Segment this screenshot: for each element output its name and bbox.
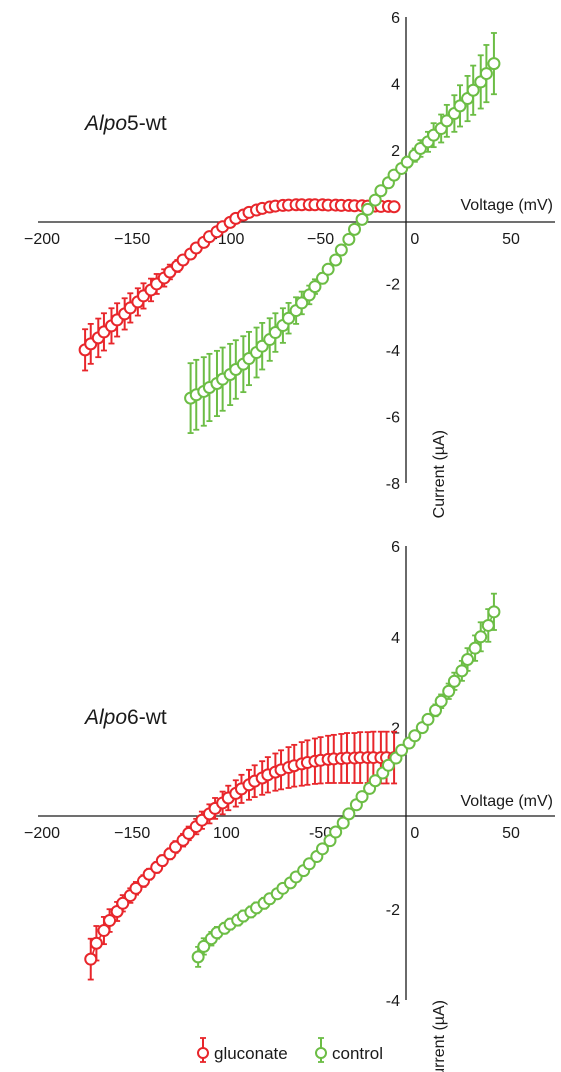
series-line-gluconate <box>84 203 395 351</box>
panel-title: Alpo5-wt <box>83 112 167 135</box>
x-tick-label: −200 <box>24 231 60 248</box>
data-point-control <box>466 83 480 97</box>
data-point-gluconate <box>89 936 103 950</box>
data-point-control <box>361 202 375 216</box>
x-tick-label: 0 <box>410 825 419 842</box>
data-point-control <box>368 774 382 788</box>
legend-label: control <box>332 1044 383 1063</box>
data-point-control <box>355 790 369 804</box>
data-point-control <box>355 212 369 226</box>
x-tick-label: 0 <box>410 231 419 248</box>
y-tick-label: 6 <box>391 10 400 27</box>
series-control <box>184 32 501 434</box>
data-point-control <box>329 825 343 839</box>
data-point-control <box>468 641 482 655</box>
panel-title: Alpo6-wt <box>83 706 167 729</box>
data-point-control <box>302 857 316 871</box>
y-tick-label: 6 <box>391 539 400 556</box>
data-point-control <box>395 743 409 757</box>
data-point-control <box>453 99 467 113</box>
data-point-control <box>381 758 395 772</box>
legend-label: gluconate <box>214 1044 288 1063</box>
data-point-control <box>342 232 356 246</box>
legend-marker-icon <box>197 1047 209 1059</box>
panel-title-suffix: 6-wt <box>127 706 167 729</box>
y-tick-label: 2 <box>391 721 400 738</box>
y-tick-label: -2 <box>386 276 400 293</box>
series-control <box>191 592 501 968</box>
y-tick-label: 2 <box>391 143 400 160</box>
data-point-control <box>368 193 382 207</box>
data-point-control <box>440 114 454 128</box>
y-tick-label: -4 <box>386 993 400 1010</box>
data-point-control <box>487 605 501 619</box>
data-point-control <box>315 271 329 285</box>
data-point-control <box>479 67 493 81</box>
data-point-control <box>321 262 335 276</box>
panel-title-italic: Alpo <box>83 112 127 135</box>
x-tick-label: −150 <box>114 231 150 248</box>
data-point-control <box>429 703 443 717</box>
data-point-control <box>374 184 388 198</box>
legend-marker-icon <box>315 1047 327 1059</box>
data-point-control <box>421 712 435 726</box>
series-gluconate <box>84 730 401 981</box>
y-tick-label: 4 <box>391 77 400 94</box>
data-point-control <box>191 950 205 964</box>
data-point-control <box>487 57 501 71</box>
data-point-control <box>461 653 475 666</box>
data-point-control <box>348 222 362 236</box>
data-point-control <box>336 816 350 830</box>
data-point-control <box>334 243 348 257</box>
legend-item-control: control <box>315 1037 383 1063</box>
data-point-control <box>295 296 309 310</box>
data-point-control <box>434 694 448 708</box>
data-point-control <box>329 253 343 267</box>
y-axis-label: Current (µA) <box>431 430 448 518</box>
data-point-gluconate <box>103 914 117 928</box>
panel-title-suffix: 5-wt <box>127 112 167 135</box>
data-point-gluconate <box>387 200 401 214</box>
y-tick-label: -4 <box>386 343 400 360</box>
x-tick-label: 50 <box>502 825 520 842</box>
y-tick-label: -2 <box>386 902 400 919</box>
x-tick-label: −150 <box>114 825 150 842</box>
data-point-gluconate <box>116 896 130 910</box>
data-point-control <box>197 939 211 953</box>
data-point-control <box>408 729 422 743</box>
data-point-control <box>282 311 296 325</box>
data-point-control <box>481 618 495 632</box>
data-point-control <box>442 684 456 698</box>
data-point-control <box>455 664 469 678</box>
x-axis-label: Voltage (mV) <box>461 793 553 810</box>
data-point-control <box>474 630 488 644</box>
y-tick-label: -6 <box>386 409 400 426</box>
data-point-control <box>342 807 356 821</box>
data-point-control <box>308 280 322 294</box>
x-tick-label: 100 <box>213 825 240 842</box>
data-point-control <box>447 674 461 688</box>
y-axis-label: Current (µA) <box>431 1000 448 1072</box>
data-point-gluconate <box>129 881 143 895</box>
y-tick-label: -8 <box>386 476 400 493</box>
x-tick-label: 50 <box>502 231 520 248</box>
data-point-control <box>315 842 329 856</box>
x-tick-label: −200 <box>24 825 60 842</box>
panel-title-italic: Alpo <box>83 706 127 729</box>
data-point-gluconate <box>97 924 111 938</box>
x-tick-label: −50 <box>307 231 334 248</box>
y-tick-label: 4 <box>391 630 400 647</box>
data-point-gluconate <box>84 952 98 966</box>
x-axis-label: Voltage (mV) <box>461 197 553 214</box>
legend: gluconate control <box>197 1037 383 1063</box>
legend-item-gluconate: gluconate <box>197 1037 288 1063</box>
